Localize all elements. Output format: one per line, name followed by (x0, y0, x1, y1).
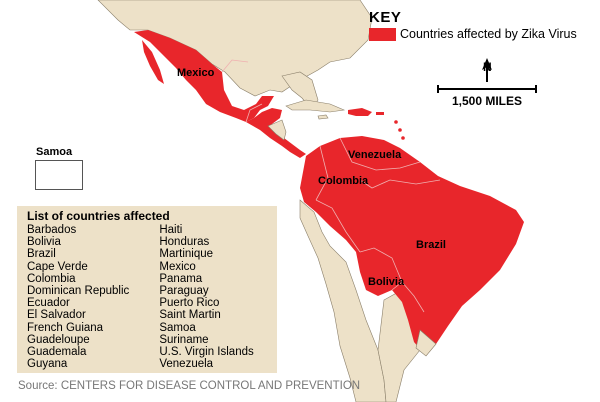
nicaragua-costa-rica-land (267, 119, 287, 141)
label-colombia: Colombia (318, 175, 369, 187)
country-list-item: U.S. Virgin Islands (159, 346, 254, 359)
affected-swatch (369, 27, 396, 41)
label-venezuela: Venezuela (348, 149, 402, 161)
map-key: KEY Countries affected by Zika Virus (369, 10, 589, 41)
country-list-item: Honduras (159, 236, 210, 249)
samoa-inset-label: Samoa (36, 146, 73, 158)
country-list-item: Cape Verde (27, 260, 88, 273)
scale-label: 1,500 MILES (451, 94, 523, 108)
north-america-land (97, 0, 373, 97)
country-list-item: Paraguay (159, 285, 209, 298)
country-list-item: Puerto Rico (159, 297, 220, 310)
country-list-item: El Salvador (27, 309, 86, 322)
countries-column-2: Haiti Honduras Martinique Mexico Panama Parag… (159, 224, 277, 370)
country-list-item: Colombia (27, 272, 76, 285)
lesser-antilles-dot (401, 136, 405, 140)
countries-column-1: Barbados Bolivia Brazil Cape Verde Colombia D… (27, 224, 159, 370)
scale-legend: 1,500 MILES (437, 58, 537, 110)
countries-list-title: List of countries affected (27, 209, 170, 223)
country-list-item: Panama (159, 272, 203, 285)
lesser-antilles-dot (398, 128, 402, 132)
country-list-item: Guademala (27, 346, 87, 359)
north-arrow-icon (482, 58, 492, 82)
country-list-item: Guyana (27, 358, 68, 371)
country-list-item: Guadeloupe (27, 333, 90, 346)
label-brazil: Brazil (416, 239, 446, 251)
country-list-item: Dominican Republic (27, 285, 130, 298)
puerto-rico-region (376, 112, 384, 115)
country-list-item: Samoa (159, 321, 196, 334)
hispaniola-region (348, 108, 372, 116)
mexico-region (134, 30, 274, 122)
source-note: Source: CENTERS FOR DISEASE CONTROL AND … (18, 380, 361, 392)
lesser-antilles-dot (394, 120, 398, 124)
south-america-affected-region (300, 136, 524, 356)
scale-bar (437, 85, 537, 93)
south-america-land (299, 199, 387, 402)
country-list-item: Suriname (159, 333, 209, 346)
jamaica-land (317, 114, 329, 120)
key-entry: Countries affected by Zika Virus (369, 27, 589, 41)
key-title: KEY (369, 9, 402, 26)
countries-list-box: List of countries affected Barbados Boliv… (17, 206, 277, 373)
label-mexico: Mexico (177, 67, 215, 79)
country-list-item: Mexico (159, 260, 196, 273)
country-list-item: Haiti (159, 224, 183, 236)
country-list-item: Martinique (159, 248, 214, 261)
country-borders (221, 59, 441, 313)
country-list-item: French Guiana (27, 321, 104, 334)
label-bolivia: Bolivia (368, 276, 405, 288)
country-list-item: Brazil (27, 248, 56, 261)
country-list-item: Saint Martin (159, 309, 221, 322)
cuba-land (285, 99, 346, 113)
country-list-item: Barbados (27, 224, 77, 236)
samoa-inset-box (35, 160, 83, 190)
north-label: N (483, 60, 492, 74)
key-label: Countries affected by Zika Virus (400, 27, 577, 41)
country-list-item: Venezuela (159, 358, 214, 371)
country-list-item: Bolivia (27, 236, 61, 249)
country-list-item: Ecuador (27, 297, 70, 310)
uruguay-land (415, 329, 437, 357)
